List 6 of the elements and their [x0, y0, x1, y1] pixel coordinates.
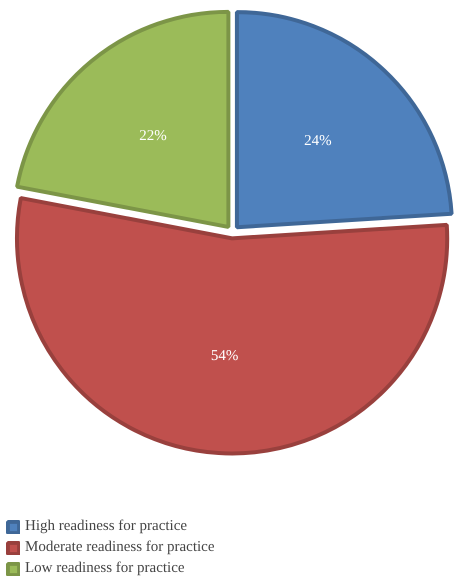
legend-label: Moderate readiness for practice: [25, 539, 214, 556]
data-label: 54%: [210, 348, 238, 364]
data-label: 24%: [304, 133, 332, 150]
legend-label: Low readiness for practice: [25, 560, 185, 577]
data-label: 22%: [139, 128, 167, 144]
legend-label: High readiness for practice: [25, 518, 188, 535]
